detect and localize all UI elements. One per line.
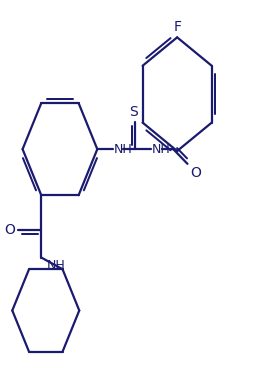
Text: F: F — [173, 20, 181, 35]
Text: O: O — [190, 166, 201, 180]
Text: NH: NH — [113, 143, 132, 156]
Text: NH: NH — [46, 259, 65, 272]
Text: NH: NH — [152, 143, 171, 156]
Text: O: O — [4, 223, 15, 237]
Text: S: S — [129, 105, 138, 119]
